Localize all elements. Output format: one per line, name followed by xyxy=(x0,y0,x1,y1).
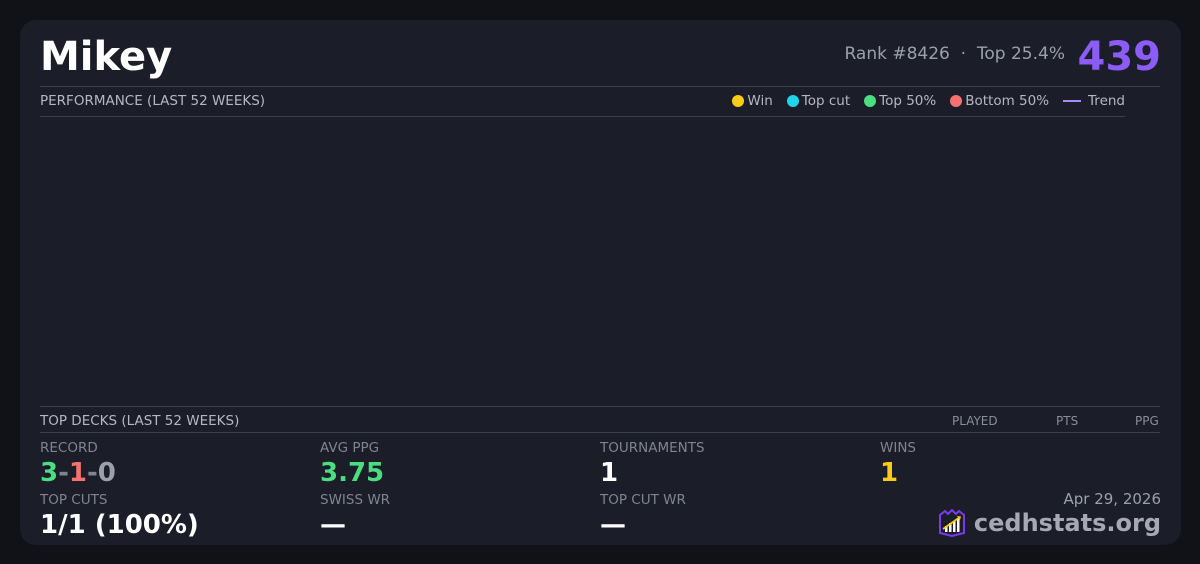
chart-legend: Win Top cut Top 50% Bottom 50% Trend xyxy=(732,93,1125,109)
dash: - xyxy=(86,458,98,488)
record-label: RECORD xyxy=(40,440,98,456)
top-decks-title: TOP DECKS (LAST 52 WEEKS) xyxy=(40,413,240,429)
legend-label: Bottom 50% xyxy=(965,93,1050,109)
divider xyxy=(40,432,1160,433)
record-wins: 3 xyxy=(40,458,59,488)
win-dot-icon xyxy=(732,95,745,107)
tournaments-label: TOURNAMENTS xyxy=(600,440,705,456)
record-draws: 0 xyxy=(97,458,116,488)
legend-label: Top cut xyxy=(801,93,851,109)
performance-title: PERFORMANCE (LAST 52 WEEKS) xyxy=(40,93,266,109)
avg-ppg-label: AVG PPG xyxy=(320,440,380,456)
top-cut-wr-label: TOP CUT WR xyxy=(600,492,686,508)
swiss-wr-value: — xyxy=(320,510,346,540)
col-ppg: PPG xyxy=(1135,414,1159,428)
rank: Rank #8426 xyxy=(844,44,950,64)
legend-label: Trend xyxy=(1088,93,1125,109)
swiss-wr-label: SWISS WR xyxy=(320,492,391,508)
legend-top-50: Top 50% xyxy=(864,93,936,109)
wins-value: 1 xyxy=(880,458,899,488)
legend-label: Win xyxy=(747,93,773,109)
brand-name: cedhstats.org xyxy=(973,509,1161,537)
divider xyxy=(40,406,1160,407)
divider xyxy=(40,116,1125,117)
top-cuts-label: TOP CUTS xyxy=(40,492,108,508)
top-cuts-value: 1/1 (100%) xyxy=(40,510,199,540)
col-played: PLAYED xyxy=(952,414,998,428)
top-cut-dot-icon xyxy=(786,95,799,107)
legend-trend: Trend xyxy=(1063,93,1125,109)
trend-line-icon xyxy=(1063,100,1082,102)
player-score: 439 xyxy=(1077,34,1162,80)
top-50-dot-icon xyxy=(864,95,877,107)
bottom-50-dot-icon xyxy=(950,95,963,107)
rank-info: Rank #8426 · Top 25.4% xyxy=(844,44,1065,64)
legend-bottom-50: Bottom 50% xyxy=(950,93,1049,109)
record-losses: 1 xyxy=(68,458,87,488)
separator: · xyxy=(960,44,967,64)
wins-label: WINS xyxy=(880,440,916,456)
legend-label: Top 50% xyxy=(879,93,937,109)
brand: cedhstats.org xyxy=(938,509,1161,537)
top-percent: Top 25.4% xyxy=(976,44,1065,64)
date: Apr 29, 2026 xyxy=(1063,490,1161,508)
dash: - xyxy=(58,458,69,488)
legend-win: Win xyxy=(732,93,773,109)
player-name: Mikey xyxy=(40,34,173,80)
col-pts: PTS xyxy=(1056,414,1079,428)
divider xyxy=(40,86,1160,87)
player-card: Mikey Rank #8426 · Top 25.4% 439 PERFORM… xyxy=(20,20,1181,545)
performance-chart-area xyxy=(40,117,1125,405)
avg-ppg-value: 3.75 xyxy=(320,458,385,488)
cedhstats-logo-icon xyxy=(938,509,965,537)
top-cut-wr-value: — xyxy=(600,510,626,540)
record-value: 3-1-0 xyxy=(40,458,116,488)
legend-top-cut: Top cut xyxy=(786,93,851,109)
tournaments-value: 1 xyxy=(600,458,619,488)
